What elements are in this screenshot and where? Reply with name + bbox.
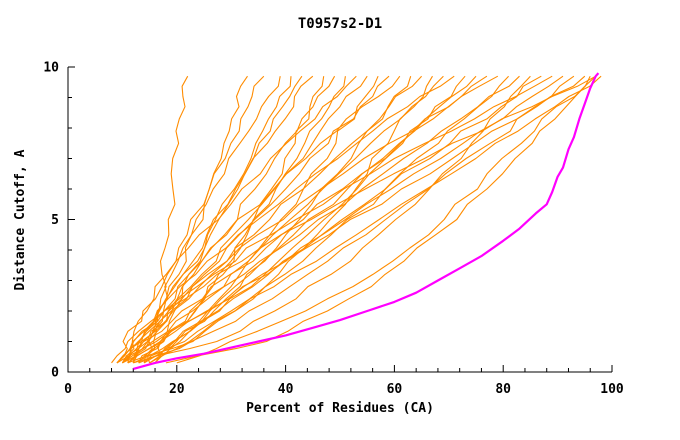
axes: 0 20 40 60 80 100 0 5 10 [43, 61, 624, 398]
model-curve [146, 75, 189, 364]
model-curve [132, 75, 336, 363]
model-curve [116, 75, 357, 364]
model-curve [176, 75, 597, 364]
x-tick-label: 60 [387, 382, 403, 397]
model-curve [143, 76, 281, 363]
model-curve [154, 75, 602, 364]
model-curve [116, 75, 423, 364]
highlight-curve-group [133, 72, 600, 370]
model-curve [122, 75, 586, 364]
model-curves-group [111, 75, 602, 364]
x-tick-label: 40 [278, 382, 294, 397]
model-curve [121, 75, 265, 364]
model-curve [138, 76, 346, 364]
model-curve [138, 75, 444, 364]
y-tick-label: 0 [51, 366, 59, 381]
model-curve [127, 75, 303, 364]
model-curve [122, 75, 455, 364]
model-curve [165, 75, 591, 364]
model-curve [143, 76, 412, 364]
x-axis-label: Percent of Residues (CA) [246, 401, 434, 416]
model-curve [138, 75, 510, 364]
model-curve [116, 75, 553, 364]
y-tick-label: 10 [43, 61, 59, 76]
model-curve [127, 75, 499, 364]
model-curve [133, 75, 531, 364]
model-curve [127, 75, 368, 364]
x-tick-label: 100 [600, 382, 624, 397]
model-curve [121, 75, 390, 364]
x-tick-label: 20 [169, 382, 185, 397]
model-curve [111, 75, 596, 364]
highlight-curve [133, 72, 600, 370]
model-curve [122, 75, 520, 364]
y-axis-label: Distance Cutoff, A [13, 149, 28, 290]
y-tick-label: 5 [51, 213, 59, 228]
x-tick-label: 0 [64, 382, 72, 397]
x-tick-label: 80 [495, 382, 511, 397]
chart-title: T0957s2-D1 [298, 16, 382, 32]
